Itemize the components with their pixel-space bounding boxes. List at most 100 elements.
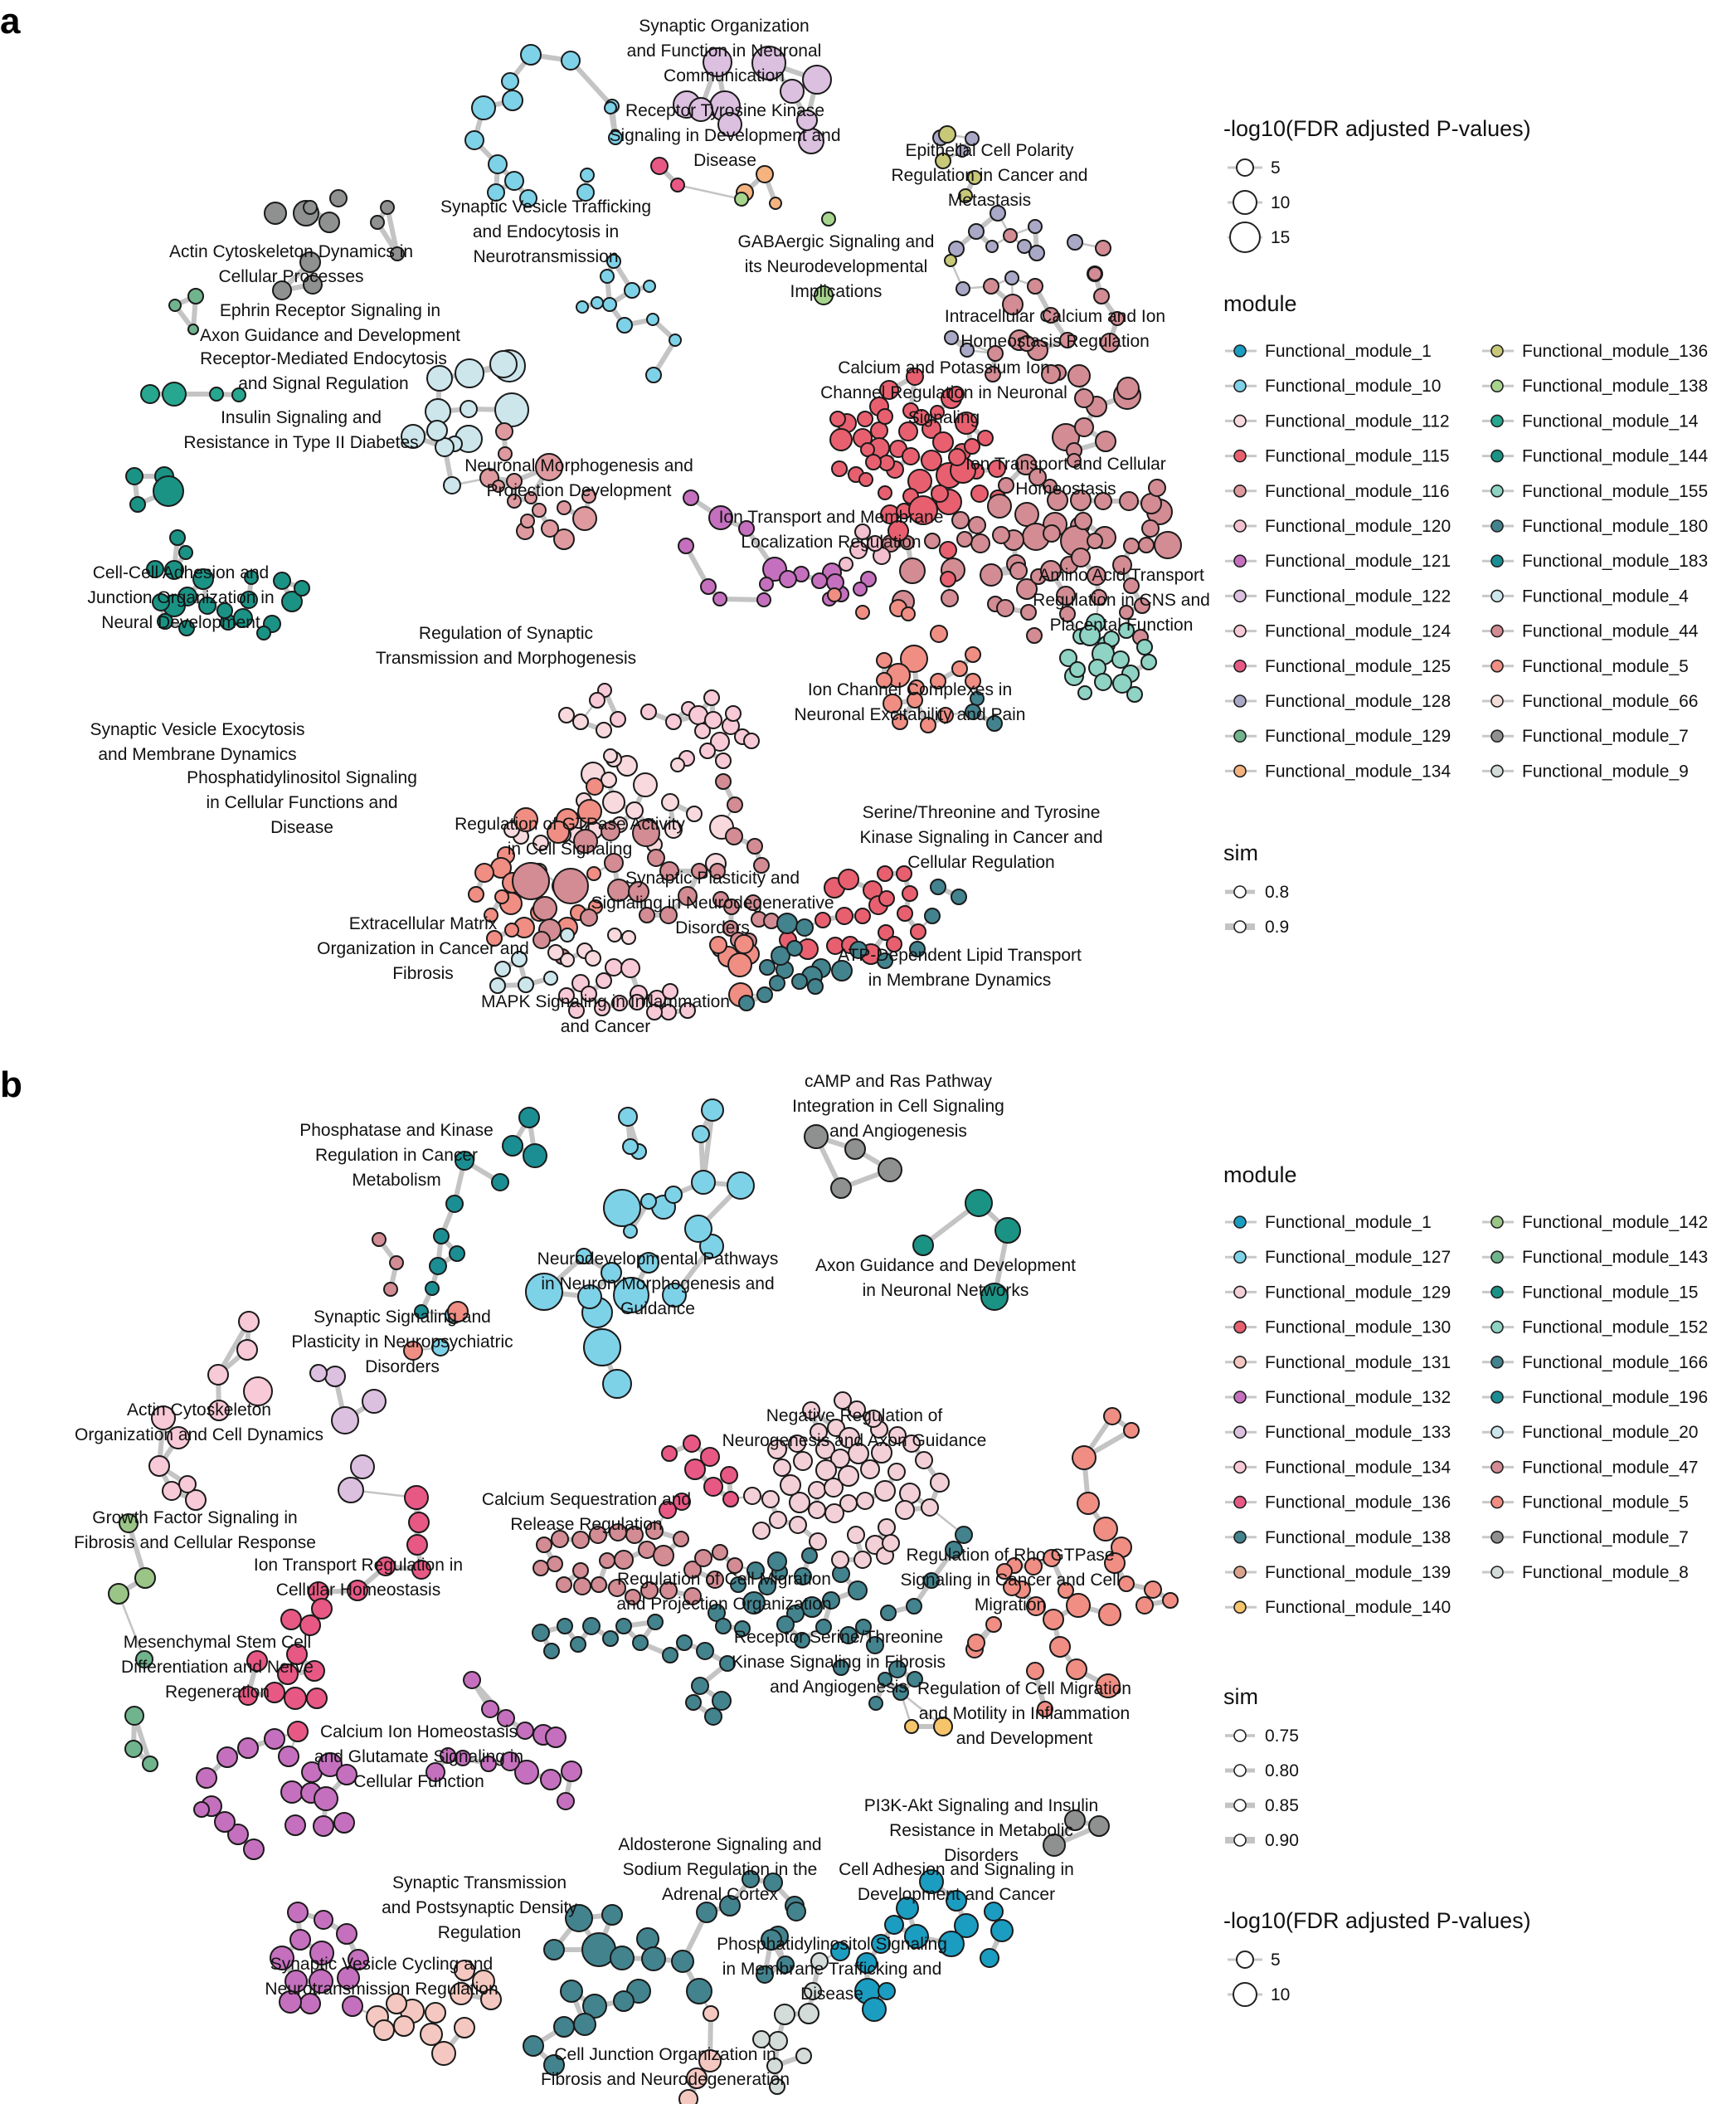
cluster-label: Neuronal Morphogenesis and Projection Dev…	[464, 456, 693, 500]
network-node	[488, 154, 508, 174]
network-node	[380, 200, 395, 215]
network-node	[794, 1567, 812, 1585]
module-legend-label: Functional_module_121	[1265, 552, 1451, 571]
network-node	[919, 1869, 944, 1894]
network-node	[717, 112, 742, 137]
network-node	[839, 1427, 860, 1449]
network-node	[923, 1572, 940, 1589]
module-legend-label: Functional_module_139	[1265, 1563, 1451, 1582]
network-node	[280, 1780, 304, 1804]
network-node	[640, 1193, 657, 1210]
network-node	[779, 570, 797, 588]
network-node	[1027, 278, 1043, 295]
network-node	[481, 1700, 499, 1718]
network-node	[167, 1426, 190, 1449]
network-node	[336, 1923, 357, 1945]
cluster-label: Regulation of Cell Migration and Motility…	[917, 1679, 1131, 1748]
sim-legend-swatch	[1233, 1729, 1247, 1742]
network-node	[734, 192, 749, 207]
network-node	[1040, 560, 1062, 582]
network-node	[162, 382, 187, 407]
network-node	[827, 1419, 845, 1437]
size-legend-circle	[1236, 158, 1254, 177]
module-legend-label: Functional_module_129	[1265, 727, 1451, 746]
sim-legend-value: 0.8	[1265, 883, 1289, 902]
network-node	[1009, 562, 1028, 580]
network-node	[980, 1283, 1009, 1311]
network-node	[492, 480, 505, 493]
module-legend-label: Functional_module_133	[1265, 1423, 1451, 1442]
network-node	[233, 608, 253, 628]
network-node	[1144, 1580, 1162, 1599]
network-node	[498, 446, 513, 461]
cluster-label: Extracellular Matrix Organization in Canc…	[317, 914, 529, 983]
network-node	[573, 2013, 596, 2036]
network-node	[984, 1902, 1004, 1921]
network-node	[464, 130, 484, 150]
network-node	[878, 890, 895, 907]
cluster-label: Ion Transport Regulation in Cellular Home…	[254, 1556, 463, 1600]
network-node	[376, 1556, 396, 1576]
network-node	[1140, 654, 1157, 670]
size-legend-circle	[1233, 190, 1257, 215]
network-node	[661, 793, 679, 811]
network-node	[287, 1721, 309, 1742]
module-legend-label: Functional_module_7	[1522, 727, 1689, 746]
network-node	[1093, 1517, 1118, 1541]
network-node	[645, 1522, 664, 1540]
network-node	[709, 863, 726, 879]
network-node	[1103, 1407, 1121, 1425]
network-node	[524, 491, 537, 504]
network-node	[924, 533, 941, 549]
network-node	[743, 1487, 761, 1505]
module-legend-label: Functional_module_125	[1265, 657, 1451, 676]
network-node	[880, 1605, 897, 1621]
cluster-label: Receptor Tyrosine Kinase Signaling in Dev…	[609, 101, 840, 170]
module-legend-label: Functional_module_47	[1522, 1458, 1698, 1477]
module-legend-swatch	[1490, 554, 1504, 568]
cluster-label: Receptor Serine/Threonine Kinase Signalin…	[732, 1628, 946, 1697]
size-legend-title: -log10(FDR adjusted P-values)	[1223, 1908, 1531, 1933]
cluster-label: cAMP and Ras Pathway Integration in Cell …	[792, 1072, 1004, 1141]
network-node	[277, 1663, 299, 1685]
network-node	[796, 110, 818, 131]
module-legend-label: Functional_module_116	[1265, 482, 1450, 501]
network-node	[157, 613, 173, 630]
network-node	[463, 1671, 481, 1689]
module-legend-label: Functional_module_166	[1522, 1353, 1708, 1372]
network-node	[759, 577, 774, 592]
network-node	[948, 448, 966, 466]
network-node	[1014, 502, 1039, 527]
network-node	[915, 1451, 933, 1469]
network-node	[1154, 531, 1182, 559]
network-node	[504, 171, 524, 191]
network-node	[151, 1405, 176, 1430]
network-node	[1096, 1673, 1121, 1698]
network-node	[1003, 1578, 1021, 1596]
network-node	[795, 918, 814, 937]
network-node	[965, 704, 981, 720]
network-node	[930, 625, 948, 643]
network-node	[909, 941, 926, 957]
network-node	[489, 350, 518, 378]
network-node	[871, 1934, 891, 1954]
network-node	[815, 1459, 837, 1481]
network-node	[279, 1990, 302, 2014]
network-node	[350, 1454, 375, 1479]
network-node	[543, 2054, 565, 2076]
network-node	[930, 1473, 950, 1493]
network-node	[586, 777, 604, 796]
network-node	[632, 819, 660, 847]
network-node	[514, 1760, 539, 1785]
network-node	[856, 1492, 874, 1510]
network-node	[944, 254, 957, 267]
network-node	[659, 1581, 678, 1600]
module-legend-label: Functional_module_5	[1522, 657, 1689, 676]
network-node	[906, 368, 924, 386]
network-node	[408, 1512, 430, 1533]
network-node	[474, 863, 494, 883]
network-node	[1066, 1593, 1091, 1618]
module-legend-swatch	[1233, 1460, 1247, 1474]
module-legend-swatch	[1490, 379, 1504, 393]
network-node	[956, 144, 969, 158]
